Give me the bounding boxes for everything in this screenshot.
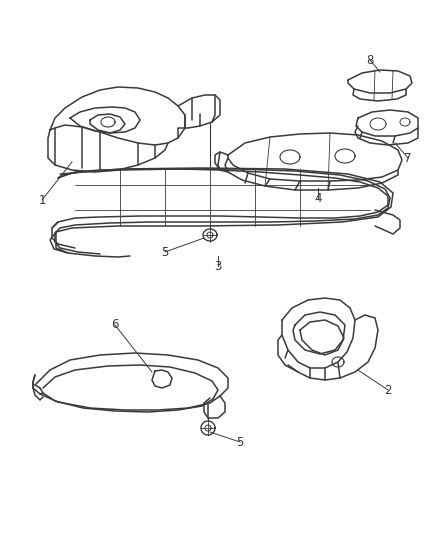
Text: 6: 6 xyxy=(111,319,119,332)
Text: 3: 3 xyxy=(214,260,222,272)
Text: 4: 4 xyxy=(314,191,322,205)
Text: 2: 2 xyxy=(384,384,392,397)
Text: 8: 8 xyxy=(366,53,374,67)
Text: 5: 5 xyxy=(161,246,169,259)
Text: 5: 5 xyxy=(237,435,244,448)
Text: 7: 7 xyxy=(404,151,412,165)
Text: 1: 1 xyxy=(38,193,46,206)
